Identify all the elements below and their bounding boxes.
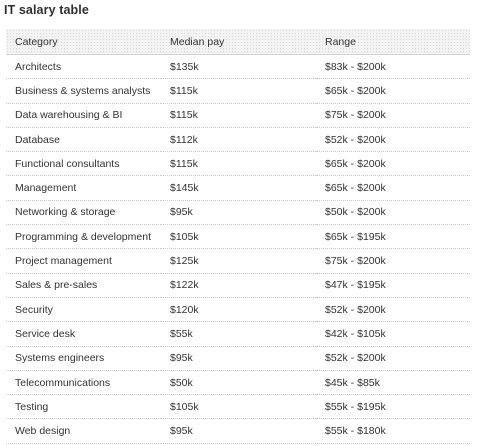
- table-row: Service desk $55k $42k - $105k: [6, 321, 470, 347]
- table-row: Functional consultants $115k $65k - $200k: [6, 151, 470, 177]
- median-pay-cell: $115k: [161, 151, 316, 177]
- table-row: Programming & development $105k $65k - $19…: [6, 224, 470, 250]
- category-cell: Data warehousing & BI: [6, 103, 161, 128]
- range-cell: $75k - $200k: [316, 103, 470, 128]
- range-cell: $45k - $85k: [316, 370, 470, 396]
- range-cell: $47k - $195k: [316, 273, 470, 298]
- category-cell: Sales & pre-sales: [6, 273, 161, 298]
- table-row: Data warehousing & BI $115k $75k - $200k: [6, 103, 470, 128]
- range-cell: $42k - $105k: [316, 321, 470, 347]
- median-pay-cell: $145k: [161, 175, 316, 201]
- median-pay-cell: $95k: [161, 200, 316, 226]
- range-cell: $52k - $200k: [316, 297, 470, 323]
- median-pay-cell: $95k: [161, 418, 316, 444]
- table-row: Security $120k $52k - $200k: [6, 297, 470, 323]
- median-pay-cell: $105k: [161, 224, 316, 250]
- range-cell: $52k - $200k: [316, 127, 470, 153]
- range-cell: $65k - $200k: [316, 78, 470, 104]
- table-body: Architects $135k $83k - $200k Business & sy…: [6, 54, 470, 444]
- salary-table: Category Median pay Range Architects $135…: [6, 29, 470, 444]
- median-pay-cell: $115k: [161, 78, 316, 104]
- table-row: Management $145k $65k - $200k: [6, 175, 470, 201]
- category-cell: Business & systems analysts: [6, 78, 161, 104]
- range-cell: $75k - $200k: [316, 248, 470, 274]
- range-cell: $65k - $195k: [316, 224, 470, 250]
- category-cell: Project management: [6, 248, 161, 274]
- category-cell: Architects: [6, 54, 161, 80]
- range-cell: $52k - $200k: [316, 346, 470, 371]
- median-pay-cell: $115k: [161, 103, 316, 128]
- median-pay-cell: $112k: [161, 127, 316, 153]
- median-pay-cell: $50k: [161, 370, 316, 396]
- range-cell: $50k - $200k: [316, 200, 470, 226]
- category-cell: Telecommunications: [6, 370, 161, 396]
- median-pay-cell: $105k: [161, 394, 316, 420]
- median-pay-cell: $125k: [161, 248, 316, 274]
- median-pay-cell: $135k: [161, 54, 316, 80]
- category-cell: Programming & development: [6, 224, 161, 250]
- header-row: Category Median pay Range: [6, 29, 470, 55]
- table-row: Architects $135k $83k - $200k: [6, 54, 470, 80]
- table-row: Testing $105k $55k - $195k: [6, 394, 470, 420]
- table-row: Sales & pre-sales $122k $47k - $195k: [6, 273, 470, 298]
- category-cell: Database: [6, 127, 161, 153]
- category-cell: Management: [6, 175, 161, 201]
- category-cell: Security: [6, 297, 161, 323]
- page-title: IT salary table: [4, 3, 89, 17]
- range-cell: $83k - $200k: [316, 54, 470, 80]
- column-header-median-pay: Median pay: [161, 29, 316, 55]
- range-cell: $65k - $200k: [316, 151, 470, 177]
- table-row: Telecommunications $50k $45k - $85k: [6, 370, 470, 396]
- range-cell: $55k - $180k: [316, 418, 470, 444]
- median-pay-cell: $55k: [161, 321, 316, 347]
- range-cell: $65k - $200k: [316, 175, 470, 201]
- range-cell: $55k - $195k: [316, 394, 470, 420]
- median-pay-cell: $120k: [161, 297, 316, 323]
- category-cell: Web design: [6, 418, 161, 444]
- median-pay-cell: $95k: [161, 346, 316, 371]
- category-cell: Networking & storage: [6, 200, 161, 226]
- table-row: Web design $95k $55k - $180k: [6, 418, 470, 444]
- column-header-category: Category: [6, 29, 161, 55]
- table-row: Business & systems analysts $115k $65k - $…: [6, 78, 470, 104]
- category-cell: Systems engineers: [6, 346, 161, 371]
- salary-table-container: Category Median pay Range Architects $135…: [6, 29, 470, 444]
- table-header: Category Median pay Range: [6, 29, 470, 55]
- category-cell: Service desk: [6, 321, 161, 347]
- table-row: Networking & storage $95k $50k - $200k: [6, 200, 470, 226]
- column-header-range: Range: [316, 29, 470, 55]
- category-cell: Functional consultants: [6, 151, 161, 177]
- median-pay-cell: $122k: [161, 273, 316, 298]
- table-row: Project management $125k $75k - $200k: [6, 248, 470, 274]
- category-cell: Testing: [6, 394, 161, 420]
- table-row: Database $112k $52k - $200k: [6, 127, 470, 153]
- table-row: Systems engineers $95k $52k - $200k: [6, 346, 470, 371]
